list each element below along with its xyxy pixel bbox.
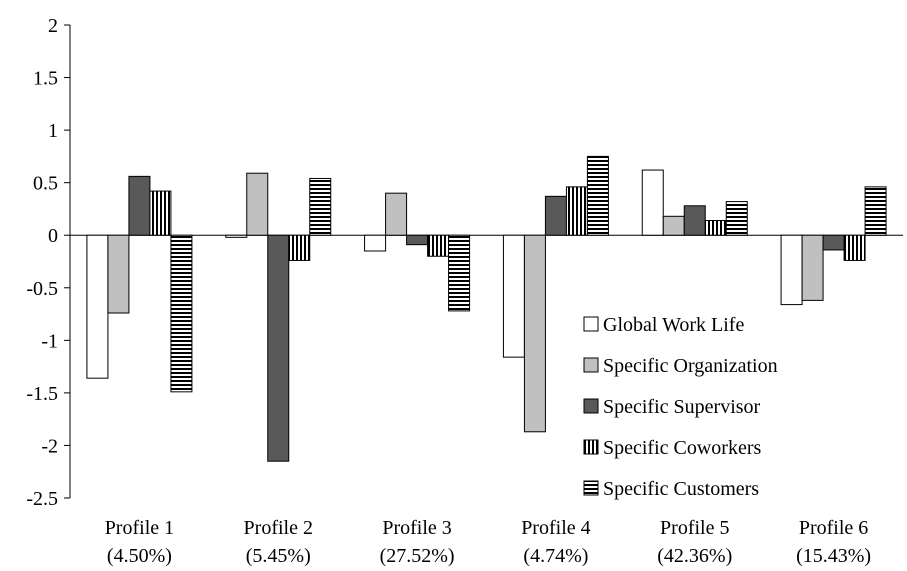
bar [128, 175, 151, 236]
bar [385, 192, 408, 236]
bar [288, 234, 311, 261]
y-tick-label: 2 [48, 15, 58, 37]
category-label: (27.52%) [380, 545, 455, 567]
legend-label: Specific Coworkers [603, 437, 762, 459]
category-label: Profile 4 [521, 517, 590, 539]
legend-swatch [583, 398, 599, 414]
bar [86, 234, 109, 379]
category-label: Profile 3 [382, 517, 451, 539]
bars [86, 155, 887, 462]
legend: Global Work Life Specific Organization Spe… [583, 314, 778, 500]
legend-label: Specific Organization [603, 355, 778, 377]
bar [107, 234, 130, 314]
y-tick-label: -2.5 [26, 488, 58, 510]
bar [565, 186, 588, 236]
bar [683, 205, 706, 236]
bar [427, 234, 450, 257]
category-label: Profile 6 [799, 517, 868, 539]
bar [267, 234, 290, 462]
bar [822, 234, 845, 251]
category-label: (5.45%) [246, 545, 311, 567]
category-label: Profile 2 [244, 517, 313, 539]
bar [544, 195, 567, 236]
bar [225, 234, 248, 238]
bar [780, 234, 803, 306]
bar [641, 169, 664, 236]
y-tick-label: -1 [41, 330, 58, 352]
y-tick-label: -0.5 [26, 278, 58, 300]
y-tick-label: 0 [48, 225, 58, 247]
legend-label: Global Work Life [603, 314, 744, 336]
category-label: (15.43%) [796, 545, 871, 567]
legend-label: Specific Supervisor [603, 396, 761, 418]
bar [801, 234, 824, 301]
bar [406, 234, 429, 246]
category-label: (42.36%) [657, 545, 732, 567]
bar [843, 234, 866, 261]
y-tick-label: 0.5 [33, 173, 58, 195]
legend-swatch [583, 316, 599, 332]
legend-label: Specific Customers [603, 478, 759, 500]
legend-swatch [583, 480, 599, 496]
bar [149, 190, 172, 236]
category-label: (4.74%) [523, 545, 588, 567]
bar [448, 234, 471, 312]
bar [725, 201, 748, 236]
legend-swatch [583, 439, 599, 455]
category-label: Profile 5 [660, 517, 729, 539]
bar [364, 234, 387, 252]
bar [502, 234, 525, 358]
y-tick-label: 1 [48, 120, 58, 142]
bar [662, 215, 685, 236]
category-label: Profile 1 [105, 517, 174, 539]
y-tick-label: 1.5 [33, 68, 58, 90]
bar [170, 234, 193, 393]
y-tick-label: -2 [41, 435, 58, 457]
bar [864, 186, 887, 236]
bar [246, 172, 269, 236]
legend-swatch [583, 357, 599, 373]
bar [523, 234, 546, 433]
bar [704, 220, 727, 236]
category-labels: Profile 1 (4.50%) Profile 2 (5.45%) Profile … [105, 517, 871, 567]
y-tick-label: -1.5 [26, 383, 58, 405]
bar [586, 155, 609, 236]
category-label: (4.50%) [107, 545, 172, 567]
axes: 2 1.5 1 0.5 0 -0.5 -1 -1.5 -2 -2.5 [26, 15, 903, 510]
bar [309, 177, 332, 236]
